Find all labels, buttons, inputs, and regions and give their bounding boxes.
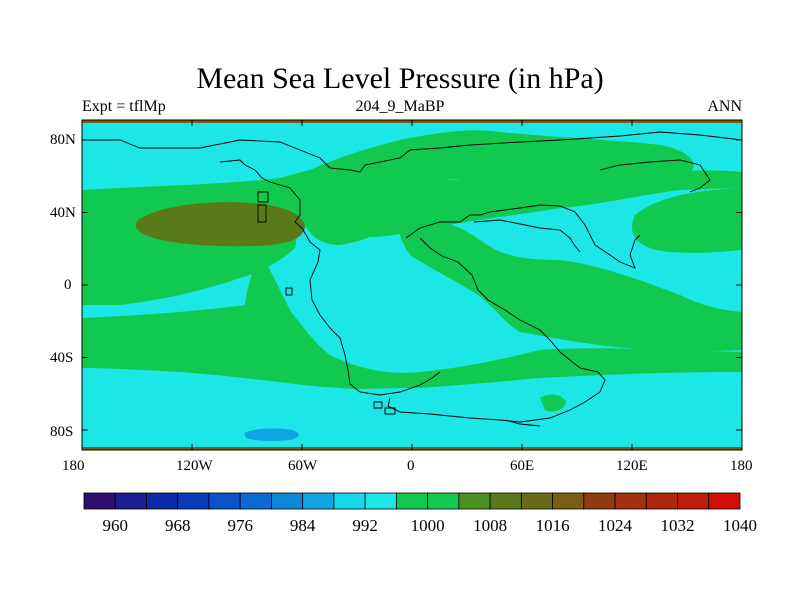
colorbar-swatch xyxy=(364,492,397,510)
pressure-field xyxy=(82,120,742,450)
colorbar-swatch xyxy=(458,492,491,510)
colorbar-label: 992 xyxy=(352,516,378,535)
colorbar-label: 968 xyxy=(164,516,191,535)
colorbar-label: 960 xyxy=(102,516,128,535)
period-label: 204_9_MaBP xyxy=(355,98,445,115)
colorbar-swatch xyxy=(645,492,678,510)
mid-pressure-pacific-east xyxy=(631,188,742,253)
x-tick-label: 60E xyxy=(510,458,535,474)
mid-pressure-north xyxy=(82,158,742,237)
mid-pressure-patch xyxy=(540,394,566,412)
figure-title: Mean Sea Level Pressure (in hPa) xyxy=(196,62,604,95)
colorbar xyxy=(83,492,741,510)
colorbar-label: 1024 xyxy=(598,516,633,535)
colorbar-swatch xyxy=(520,492,553,510)
x-tick-label: 120W xyxy=(176,458,213,474)
colorbar-swatch xyxy=(177,492,210,510)
mid-pressure-eurasia xyxy=(300,130,694,245)
season-label: ANN xyxy=(707,98,742,115)
colorbar-swatch xyxy=(302,492,335,510)
colorbar-swatch xyxy=(614,492,647,510)
colorbar-label: 984 xyxy=(289,516,316,535)
colorbar-swatch xyxy=(427,492,460,510)
mid-pressure-southamerica xyxy=(244,250,310,355)
x-tick-label: 0 xyxy=(407,458,415,474)
colorbar-swatch xyxy=(552,492,585,510)
axis-tick-marks xyxy=(81,120,743,450)
y-tick-label: 80S xyxy=(50,424,74,440)
colorbar-swatch xyxy=(708,492,741,510)
colorbar-swatch xyxy=(114,492,147,510)
colorbar-swatch xyxy=(395,492,429,510)
colorbar-swatch xyxy=(239,492,272,510)
colorbar-swatch xyxy=(271,492,304,510)
colorbar-label: 1016 xyxy=(535,516,570,535)
colorbar-swatch xyxy=(583,492,616,510)
colorbar-swatch xyxy=(146,492,179,510)
colorbar-swatch xyxy=(489,492,522,510)
x-tick-label: 60W xyxy=(288,458,318,474)
colorbar-swatch xyxy=(83,492,116,510)
x-tick-label: 180 xyxy=(62,458,85,474)
y-tick-label: 40N xyxy=(50,205,76,221)
deep-low-cell xyxy=(244,428,299,442)
colorbar-label: 1000 xyxy=(410,516,445,535)
high-pressure-cell xyxy=(135,202,305,247)
colorbar-swatch xyxy=(677,492,710,510)
x-tick-label: 180 xyxy=(730,458,753,474)
colorbar-label: 1040 xyxy=(723,516,757,535)
y-tick-label: 40S xyxy=(50,350,74,366)
coastlines xyxy=(82,131,742,427)
experiment-label: Expt = tflMp xyxy=(82,98,166,115)
y-tick-label: 0 xyxy=(64,277,72,293)
colorbar-swatch xyxy=(208,492,241,510)
y-tick-label: 80N xyxy=(50,132,76,148)
colorbar-label: 976 xyxy=(227,516,253,535)
x-tick-label: 120E xyxy=(616,458,648,474)
colorbar-label: 1032 xyxy=(660,516,695,535)
colorbar-swatch xyxy=(333,492,366,510)
colorbar-label: 1008 xyxy=(473,516,508,535)
mid-pressure-indian xyxy=(398,215,742,352)
